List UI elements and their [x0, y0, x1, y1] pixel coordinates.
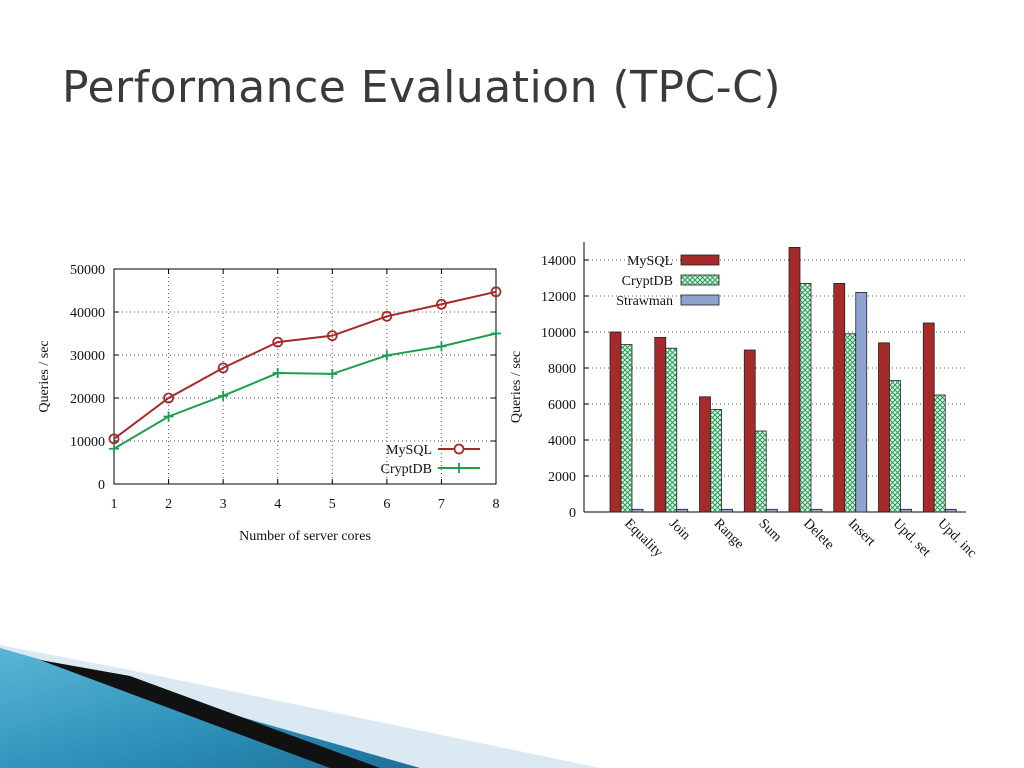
- line-chart-x-tick-label: 3: [220, 497, 227, 512]
- line-chart-x-tick-label: 8: [493, 497, 500, 512]
- bar-chart-y-tick-label: 0: [569, 506, 576, 521]
- bar-chart-y-tick-label: 12000: [541, 290, 576, 305]
- bar-mysql: [878, 342, 890, 513]
- data-point-cryptdb: [327, 368, 338, 379]
- bar-cryptdb: [799, 283, 812, 513]
- line-chart-legend-label: MySQL: [386, 443, 432, 458]
- data-point-cryptdb: [491, 328, 501, 339]
- bar-chart-y-tick-label: 14000: [541, 254, 576, 269]
- bar-chart-category-label: Sum: [755, 516, 784, 545]
- bar-chart: 0 2000 4000 6000 8000 10000 12000 14000 Equalit…: [509, 242, 979, 561]
- bar-chart-y-tick-label: 8000: [548, 362, 576, 377]
- bar-chart-category-label: Delete: [800, 516, 836, 552]
- data-point-mysql: [108, 433, 120, 445]
- line-chart-x-tick-label: 2: [165, 497, 172, 512]
- bar-mysql: [743, 349, 756, 513]
- data-point-mysql: [163, 392, 174, 404]
- bar-chart-legend-label: MySQL: [627, 254, 673, 269]
- bar-strawman: [676, 508, 689, 513]
- bar-chart-y-tick-label: 4000: [548, 434, 576, 449]
- data-point-cryptdb: [109, 443, 119, 454]
- bar-cryptdb: [889, 380, 901, 513]
- bar-strawman: [721, 508, 733, 513]
- line-series-mysql: [113, 290, 497, 440]
- bar-chart-category-label: Insert: [845, 516, 878, 549]
- data-point-cryptdb: [163, 411, 174, 422]
- bar-mysql: [922, 322, 935, 513]
- line-chart-legend-marker: [454, 463, 464, 473]
- bar-chart-category-label: Range: [711, 516, 747, 552]
- decor-dark-swoosh: [40, 660, 380, 768]
- bar-chart-legend-swatch: [680, 274, 720, 286]
- line-chart-y-tick-label: 30000: [70, 349, 105, 364]
- bar-mysql: [654, 337, 667, 513]
- data-point-mysql: [490, 286, 502, 298]
- data-point-cryptdb: [436, 341, 447, 352]
- line-chart-legend-marker: [453, 443, 465, 455]
- bar-chart-legend-label: CryptDB: [622, 274, 673, 289]
- bar-cryptdb: [844, 333, 857, 513]
- line-chart-y-tick-label: 40000: [70, 306, 105, 321]
- line-series-cryptdb: [113, 332, 497, 450]
- bar-chart-legend-label: Strawman: [616, 294, 673, 309]
- line-chart: 0 10000 20000 30000 40000 50000 1 2 3 4 5 6 7 8 MySQL…: [37, 263, 502, 544]
- data-point-cryptdb: [218, 390, 229, 401]
- bar-chart-category-label: Upd. set: [890, 516, 934, 560]
- bar-mysql: [609, 331, 622, 513]
- data-point-mysql: [381, 310, 393, 322]
- data-point-cryptdb: [381, 350, 392, 361]
- bar-mysql: [788, 246, 801, 513]
- bar-chart-category-label: Equality: [621, 516, 665, 560]
- bar-cryptdb: [665, 347, 678, 513]
- bar-chart-legend-swatch: [680, 254, 720, 266]
- bar-cryptdb: [754, 430, 767, 513]
- line-chart-legend-label: CryptDB: [381, 462, 432, 477]
- bar-cryptdb: [933, 394, 946, 513]
- line-chart-x-tick-label: 4: [274, 497, 281, 512]
- bar-chart-y-tick-label: 6000: [548, 398, 576, 413]
- data-point-mysql: [272, 336, 284, 348]
- bar-strawman: [944, 508, 957, 513]
- data-point-mysql: [326, 330, 338, 342]
- bar-strawman: [631, 508, 644, 513]
- line-chart-x-tick-label: 6: [383, 497, 390, 512]
- line-chart-x-tick-label: 5: [329, 497, 336, 512]
- bar-chart-y-tick-label: 2000: [548, 470, 576, 485]
- slide-title: Performance Evaluation (TPC-C): [62, 62, 782, 113]
- bar-chart-category-label: Upd. inc: [934, 516, 979, 561]
- line-chart-y-tick-label: 0: [98, 478, 105, 493]
- line-chart-x-axis-label: Number of server cores: [239, 529, 371, 544]
- data-point-cryptdb: [272, 368, 283, 379]
- line-chart-plot-frame: [113, 268, 497, 485]
- bar-chart-legend-swatch: [680, 294, 720, 306]
- bar-mysql: [833, 283, 846, 513]
- bar-strawman: [855, 292, 868, 513]
- line-chart-x-tick-label: 1: [111, 497, 118, 512]
- line-chart-y-axis-label: Queries / sec: [37, 340, 52, 412]
- data-point-mysql: [217, 362, 229, 374]
- bar-strawman: [900, 508, 912, 513]
- bar-strawman: [810, 508, 823, 513]
- line-chart-y-tick-label: 20000: [70, 392, 105, 407]
- bar-strawman: [765, 508, 778, 513]
- data-point-mysql: [436, 298, 447, 310]
- line-chart-y-tick-label: 50000: [70, 263, 105, 278]
- bar-cryptdb: [710, 408, 722, 513]
- bar-chart-y-axis-label: Queries / sec: [509, 351, 524, 423]
- line-chart-x-tick-label: 7: [438, 497, 445, 512]
- bar-chart-category-label: Join: [666, 516, 693, 543]
- line-chart-y-tick-label: 10000: [70, 435, 105, 450]
- bar-chart-y-tick-label: 10000: [541, 326, 576, 341]
- bar-mysql: [699, 396, 711, 513]
- bar-cryptdb: [620, 344, 633, 513]
